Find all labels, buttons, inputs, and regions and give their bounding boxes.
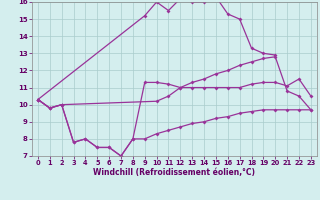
X-axis label: Windchill (Refroidissement éolien,°C): Windchill (Refroidissement éolien,°C) [93,168,255,177]
